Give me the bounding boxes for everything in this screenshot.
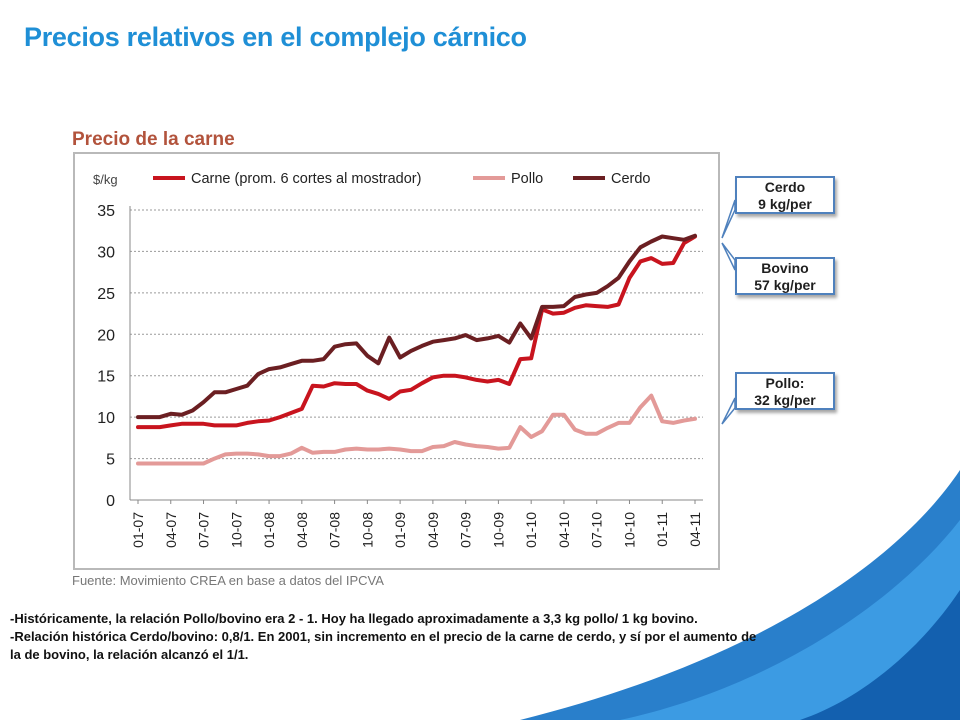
legend-label-2: Pollo	[511, 171, 543, 187]
x-tick-label: 04-09	[425, 512, 441, 548]
callout-bovino-value: 57 kg/per	[754, 277, 816, 293]
y-tick-label: 0	[106, 493, 115, 510]
callout-bovino-label: Bovino	[761, 260, 809, 276]
x-tick-label: 10-07	[228, 512, 244, 548]
y-tick-label: 15	[97, 369, 115, 386]
x-tick-label: 01-07	[130, 512, 146, 548]
callout-cerdo-value: 9 kg/per	[758, 196, 812, 212]
y-tick-label: 30	[97, 244, 115, 261]
x-tick-label: 07-08	[327, 512, 343, 548]
x-tick-label: 01-11	[654, 512, 670, 547]
callout-pollo: Pollo: 32 kg/per	[735, 372, 835, 410]
callout-cerdo-label: Cerdo	[764, 179, 806, 195]
legend-label-1: Carne (prom. 6 cortes al mostrador)	[191, 171, 421, 187]
y-tick-label: 5	[106, 452, 115, 469]
x-tick-label: 04-07	[163, 512, 179, 548]
x-tick-label: 07-09	[458, 512, 474, 548]
y-tick-label: 35	[97, 203, 115, 220]
pollo-callout-pointer	[721, 397, 736, 425]
cerdo-callout-pointer	[721, 199, 736, 239]
chart-source: Fuente: Movimiento CREA en base a datos …	[72, 573, 384, 588]
y-tick-label: 25	[97, 286, 115, 303]
x-tick-label: 10-10	[621, 512, 637, 548]
x-tick-label: 01-09	[392, 512, 408, 548]
legend-label-3: Cerdo	[611, 171, 651, 187]
callout-pollo-value: 32 kg/per	[754, 392, 816, 408]
y-tick-label: 20	[97, 327, 115, 344]
chart-frame: $/kg 0 5 10 15 20 25 30 35 01-07 04-07 07-07 10-07 01…	[73, 152, 720, 570]
series-line-2	[136, 393, 697, 466]
note-pollo-bovino: -Históricamente, la relación Pollo/bovin…	[10, 611, 698, 626]
x-tick-label: 04-11	[687, 512, 703, 547]
callout-pollo-label: Pollo:	[765, 375, 805, 391]
bovino-callout-pointer	[721, 242, 736, 271]
chart-heading: Precio de la carne	[72, 129, 235, 150]
line-chart: $/kg 0 5 10 15 20 25 30 35 01-07 04-07 07-07 10-07 01…	[93, 171, 703, 548]
x-tick-label: 10-09	[490, 512, 506, 548]
series-line-3	[136, 233, 697, 420]
y-axis-label: $/kg	[93, 172, 118, 187]
x-tick-label: 07-10	[589, 512, 605, 548]
series-line-1	[136, 234, 697, 430]
slide-title: Precios relativos en el complejo cárnico	[24, 22, 527, 52]
callout-bovino: Bovino 57 kg/per	[735, 257, 835, 295]
x-tick-label: 07-07	[196, 512, 212, 548]
x-tick-label: 10-08	[359, 512, 375, 548]
x-tick-label: 01-08	[261, 512, 277, 548]
slide-notes: -Históricamente, la relación Pollo/bovin…	[10, 610, 770, 664]
y-tick-label: 10	[97, 410, 115, 427]
x-tick-label: 04-08	[294, 512, 310, 548]
x-tick-label: 01-10	[523, 512, 539, 548]
x-tick-label: 04-10	[556, 512, 572, 548]
callout-cerdo: Cerdo 9 kg/per	[735, 176, 835, 214]
note-cerdo-bovino: -Relación histórica Cerdo/bovino: 0,8/1.…	[10, 629, 757, 662]
